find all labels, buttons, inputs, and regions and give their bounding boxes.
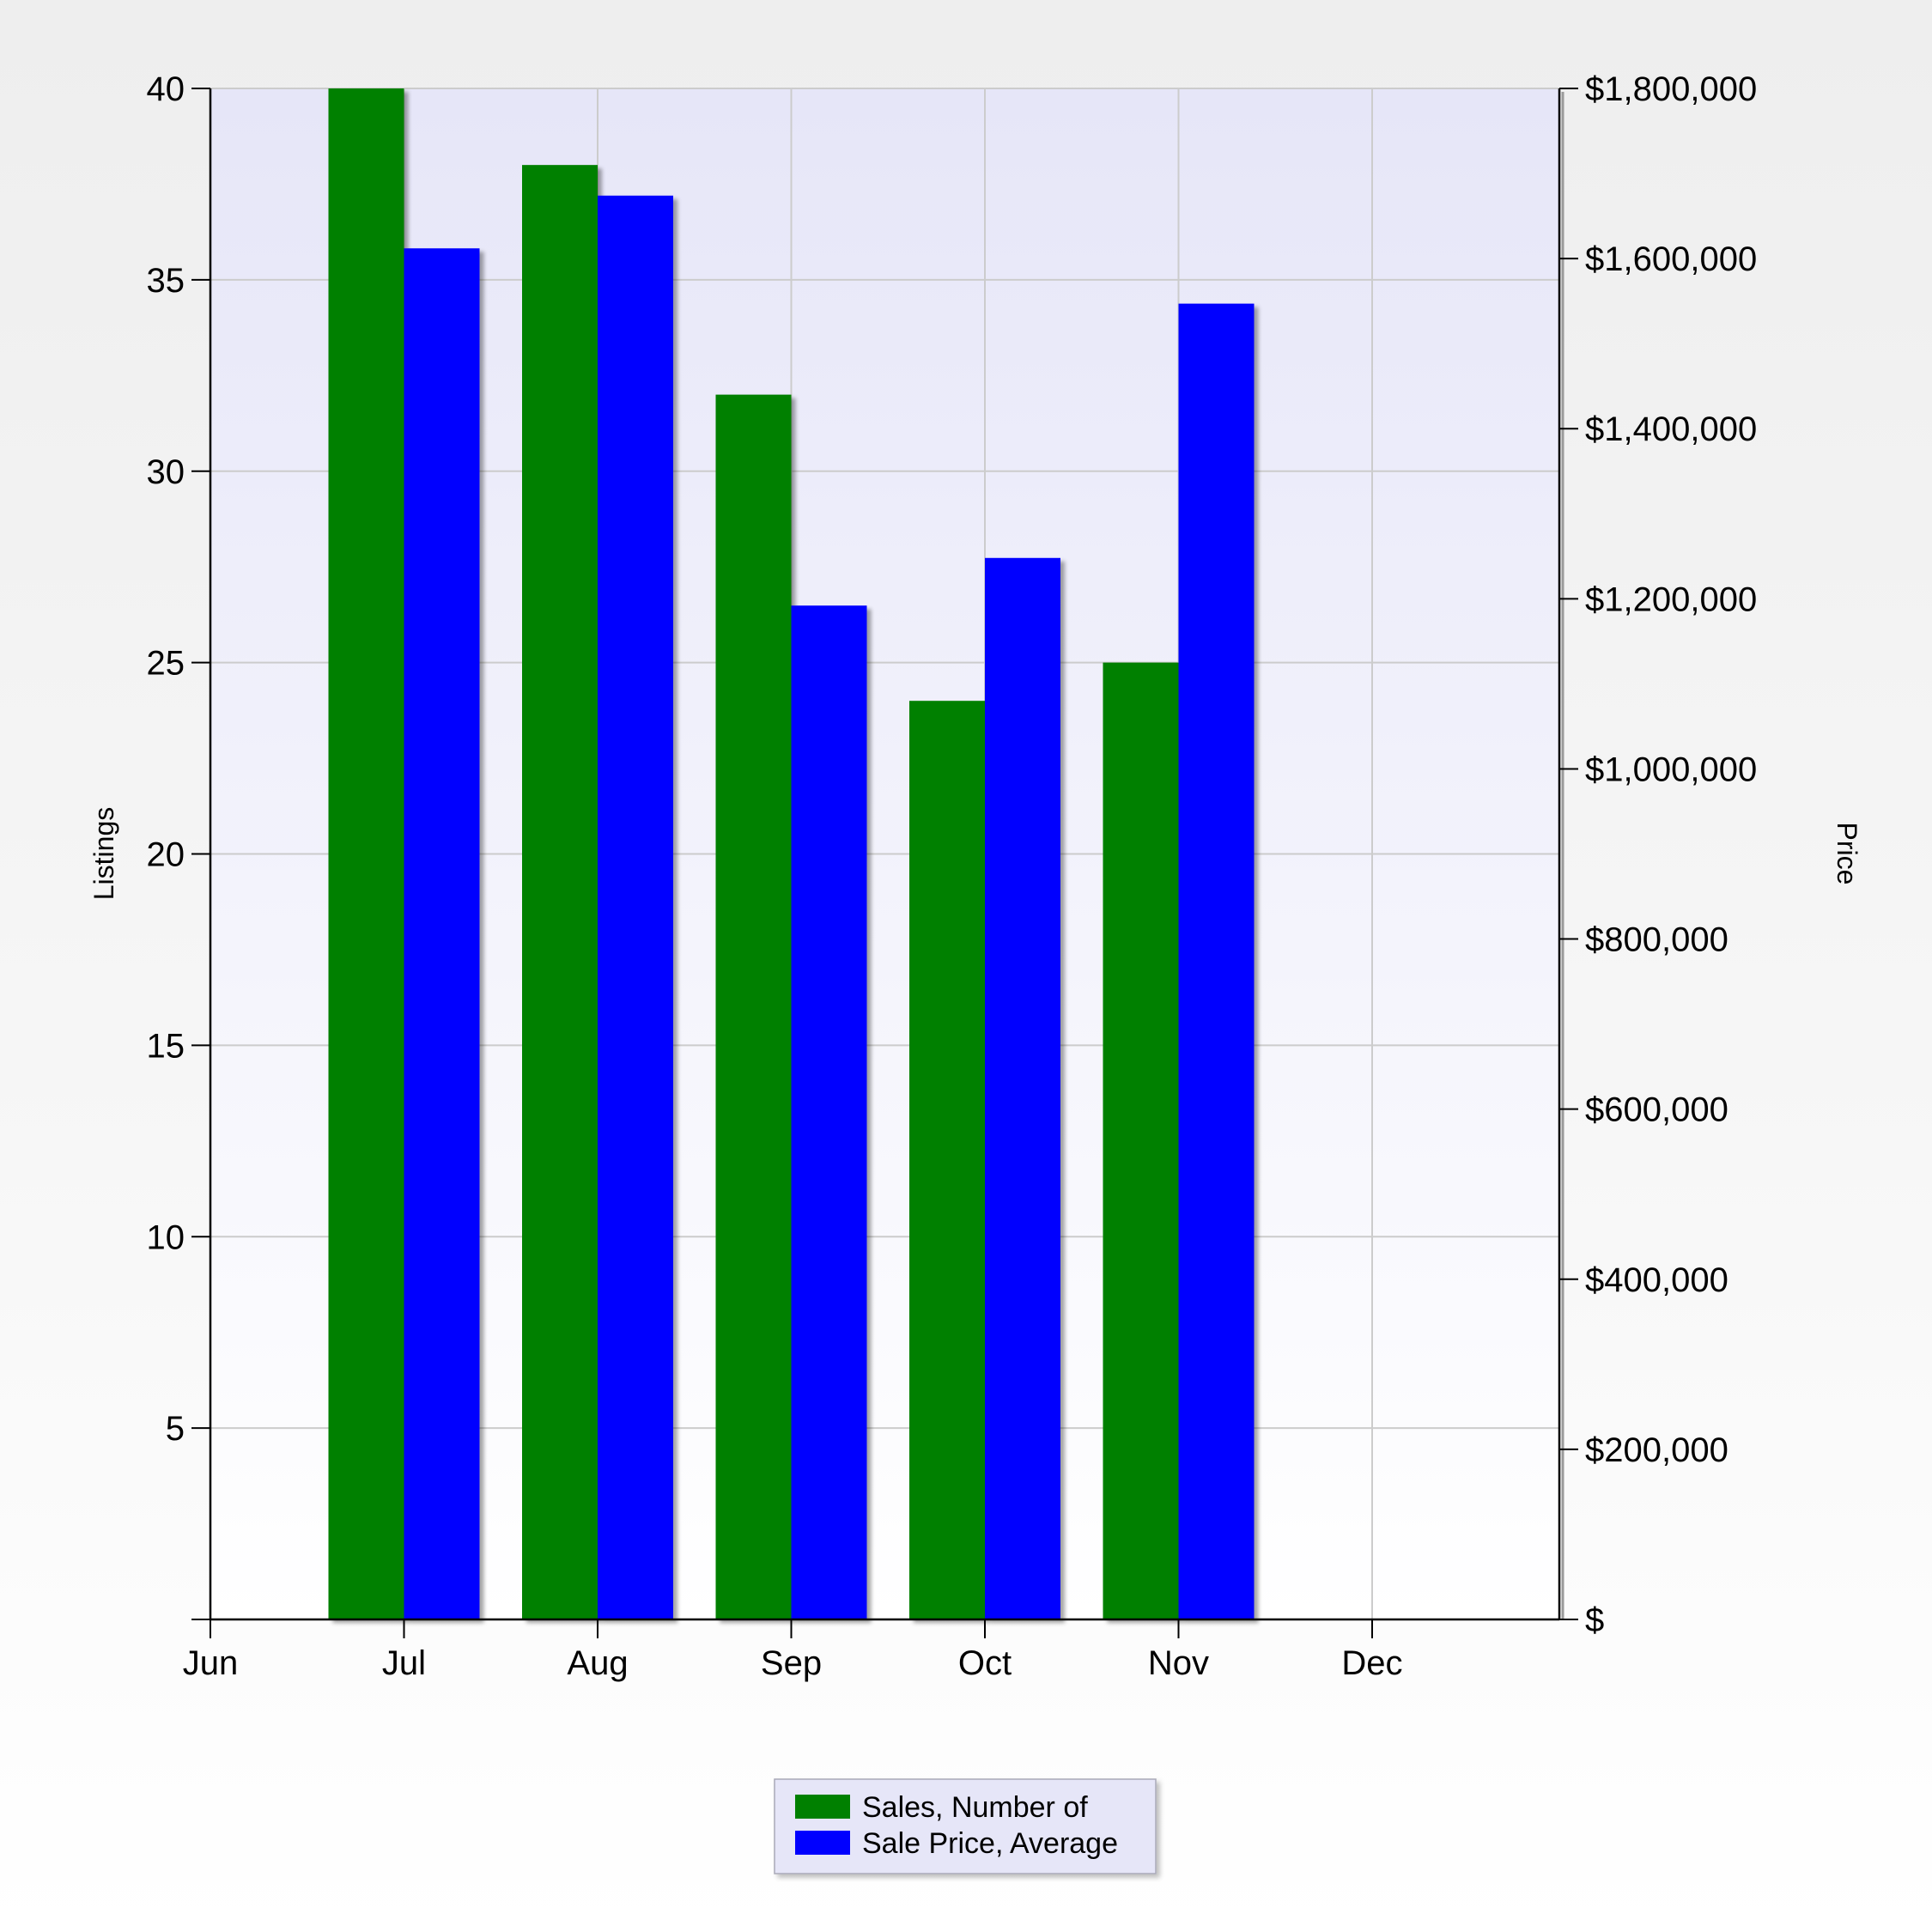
x-tick-label-jul: Jul <box>382 1644 426 1682</box>
bar-sale-price-average-oct <box>985 557 1060 1620</box>
axes <box>191 88 1578 1638</box>
y-left-axis-title: Listings <box>88 807 119 901</box>
y-right-tick-label: $1,400,000 <box>1585 410 1757 448</box>
y-left-tick-label: 5 <box>166 1410 185 1448</box>
y-right-tick-label: $1,800,000 <box>1585 70 1757 108</box>
legend-swatch-price <box>795 1831 850 1855</box>
legend-label-price: Sale Price, Average <box>862 1827 1118 1860</box>
bar-sale-price-average-jul <box>404 248 480 1619</box>
y-right-tick-label: $1,600,000 <box>1585 240 1757 278</box>
y-right-tick-label: $1,200,000 <box>1585 580 1757 618</box>
legend-label-sales: Sales, Number of <box>862 1791 1088 1824</box>
bar-sale-price-average-sep <box>791 605 867 1619</box>
y-left-tick-label: 40 <box>147 70 185 108</box>
bar-sale-price-average-nov <box>1178 303 1255 1619</box>
x-tick-label-jun: Jun <box>183 1644 239 1682</box>
x-tick-label-dec: Dec <box>1341 1644 1402 1682</box>
y-left-tick-label: 25 <box>147 645 185 683</box>
bars <box>328 88 1255 1620</box>
x-tick-label-sep: Sep <box>761 1644 822 1682</box>
bar-sales-number-of-jul <box>328 88 404 1619</box>
y-left-tick-label: 15 <box>147 1027 185 1065</box>
y-right-tick-label: $400,000 <box>1585 1261 1728 1299</box>
bar-sale-price-average-aug <box>598 195 673 1619</box>
y-right-tick-label: $600,000 <box>1585 1091 1728 1129</box>
y-left-tick-label: 20 <box>147 836 185 874</box>
y-left-tick-label: 10 <box>147 1218 185 1256</box>
y-right-axis-title: Price <box>1832 823 1862 885</box>
legend: Sales, Number of Sale Price, Average <box>774 1778 1157 1874</box>
y-right-tick-label: $200,000 <box>1585 1431 1728 1469</box>
x-tick-label-nov: Nov <box>1148 1644 1209 1682</box>
y-left-tick-label: 35 <box>147 262 185 300</box>
y-right-tick-label: $1,000,000 <box>1585 750 1757 788</box>
x-tick-label-oct: Oct <box>958 1644 1012 1682</box>
tick-labels: 5 10 15 20 25 30 35 40 $ $200,000 $400,000 $600,000… <box>147 70 1758 1682</box>
bar-sales-number-of-nov <box>1103 662 1179 1619</box>
bar-sales-number-of-aug <box>522 165 598 1619</box>
bar-sales-number-of-sep <box>715 394 792 1620</box>
y-right-tick-label: $ <box>1585 1601 1604 1639</box>
x-tick-label-aug: Aug <box>567 1644 628 1682</box>
y-left-tick-label: 30 <box>147 453 185 491</box>
y-right-tick-label: $800,000 <box>1585 921 1728 959</box>
legend-swatch-sales <box>795 1795 850 1819</box>
bar-sales-number-of-oct <box>909 701 985 1620</box>
